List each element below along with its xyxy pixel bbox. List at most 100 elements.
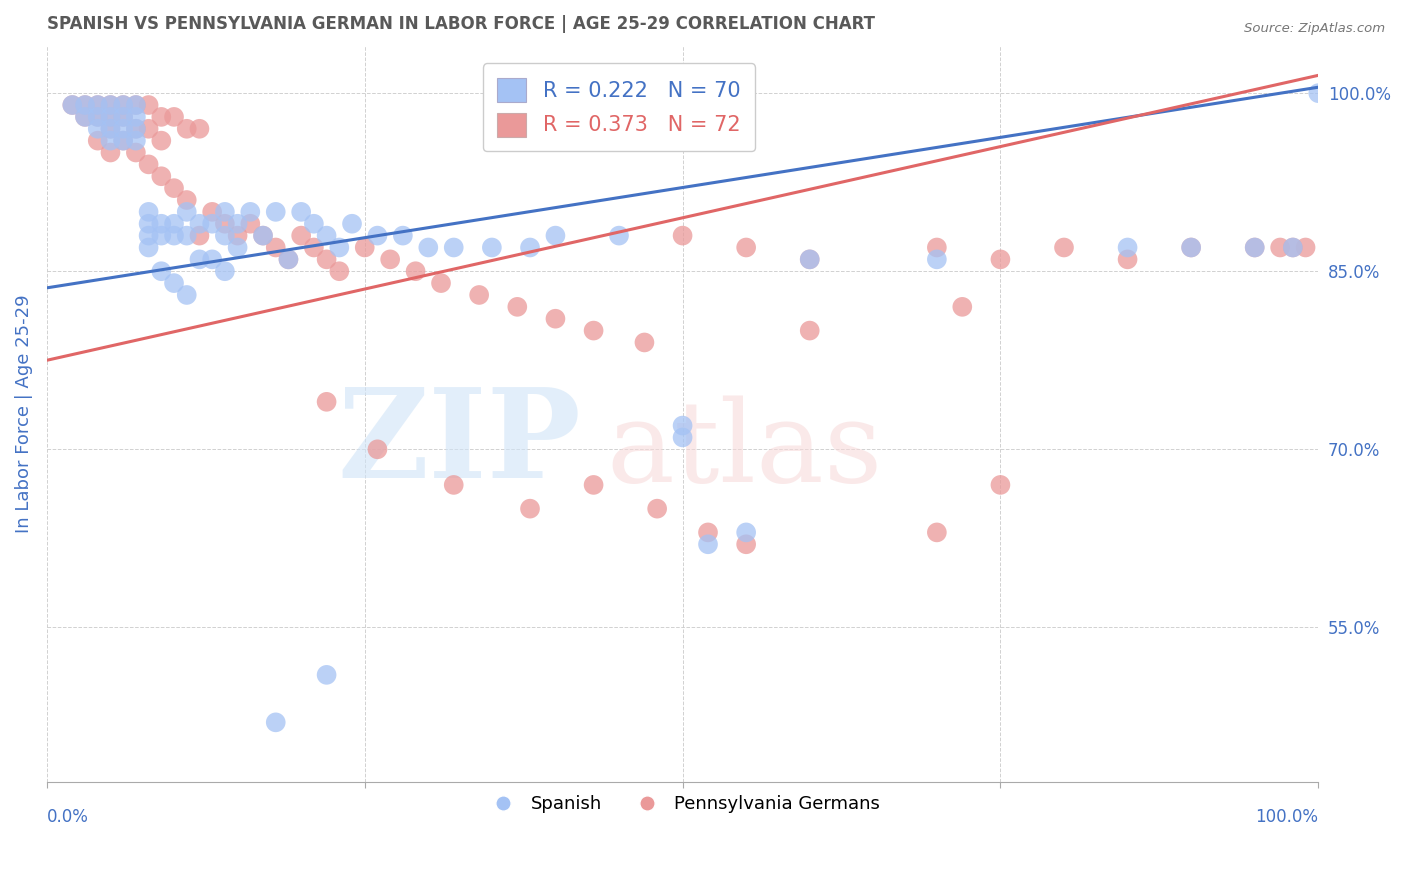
Pennsylvania Germans [252,228,274,243]
Pennsylvania Germans [443,478,465,492]
Pennsylvania Germans [799,252,821,267]
Spanish [176,288,198,302]
Spanish [214,228,236,243]
Pennsylvania Germans [150,169,173,184]
Pennsylvania Germans [735,537,758,551]
Pennsylvania Germans [176,121,198,136]
Spanish [328,240,350,254]
Spanish [1116,240,1139,254]
Spanish [252,228,274,243]
Pennsylvania Germans [290,228,312,243]
Spanish [112,121,135,136]
Text: SPANISH VS PENNSYLVANIA GERMAN IN LABOR FORCE | AGE 25-29 CORRELATION CHART: SPANISH VS PENNSYLVANIA GERMAN IN LABOR … [46,15,875,33]
Spanish [87,121,110,136]
Text: atlas: atlas [606,395,883,506]
Spanish [519,240,541,254]
Spanish [87,98,110,112]
Spanish [214,264,236,278]
Pennsylvania Germans [302,240,325,254]
Spanish [799,252,821,267]
Pennsylvania Germans [925,525,948,540]
Pennsylvania Germans [188,228,211,243]
Spanish [112,110,135,124]
Pennsylvania Germans [671,228,693,243]
Pennsylvania Germans [582,478,605,492]
Pennsylvania Germans [176,193,198,207]
Spanish [392,228,415,243]
Legend: Spanish, Pennsylvania Germans: Spanish, Pennsylvania Germans [478,788,887,821]
Pennsylvania Germans [112,110,135,124]
Pennsylvania Germans [1243,240,1265,254]
Pennsylvania Germans [519,501,541,516]
Spanish [125,121,148,136]
Pennsylvania Germans [150,134,173,148]
Pennsylvania Germans [735,240,758,254]
Spanish [607,228,630,243]
Pennsylvania Germans [799,324,821,338]
Spanish [544,228,567,243]
Pennsylvania Germans [990,252,1012,267]
Pennsylvania Germans [138,98,160,112]
Spanish [138,240,160,254]
Pennsylvania Germans [188,121,211,136]
Pennsylvania Germans [264,240,287,254]
Pennsylvania Germans [925,240,948,254]
Pennsylvania Germans [100,145,122,160]
Pennsylvania Germans [697,525,720,540]
Pennsylvania Germans [405,264,427,278]
Pennsylvania Germans [150,110,173,124]
Spanish [481,240,503,254]
Spanish [138,217,160,231]
Pennsylvania Germans [100,110,122,124]
Pennsylvania Germans [87,98,110,112]
Pennsylvania Germans [328,264,350,278]
Pennsylvania Germans [315,394,337,409]
Spanish [366,228,388,243]
Pennsylvania Germans [366,442,388,457]
Spanish [188,252,211,267]
Pennsylvania Germans [645,501,668,516]
Spanish [239,205,262,219]
Spanish [214,205,236,219]
Pennsylvania Germans [468,288,491,302]
Spanish [290,205,312,219]
Pennsylvania Germans [239,217,262,231]
Pennsylvania Germans [112,98,135,112]
Spanish [315,228,337,243]
Pennsylvania Germans [633,335,655,350]
Spanish [100,98,122,112]
Spanish [201,252,224,267]
Spanish [150,228,173,243]
Spanish [264,715,287,730]
Pennsylvania Germans [990,478,1012,492]
Pennsylvania Germans [138,121,160,136]
Spanish [226,240,249,254]
Spanish [112,98,135,112]
Pennsylvania Germans [201,205,224,219]
Spanish [302,217,325,231]
Spanish [735,525,758,540]
Text: Source: ZipAtlas.com: Source: ZipAtlas.com [1244,22,1385,36]
Spanish [125,110,148,124]
Text: ZIP: ZIP [337,383,581,504]
Spanish [226,217,249,231]
Pennsylvania Germans [1116,252,1139,267]
Pennsylvania Germans [112,134,135,148]
Spanish [60,98,83,112]
Pennsylvania Germans [582,324,605,338]
Pennsylvania Germans [1180,240,1202,254]
Spanish [100,134,122,148]
Pennsylvania Germans [378,252,401,267]
Text: 0.0%: 0.0% [46,808,89,826]
Pennsylvania Germans [1295,240,1317,254]
Pennsylvania Germans [138,157,160,171]
Pennsylvania Germans [163,110,186,124]
Spanish [277,252,299,267]
Spanish [125,134,148,148]
Spanish [264,205,287,219]
Pennsylvania Germans [430,276,453,290]
Spanish [925,252,948,267]
Spanish [697,537,720,551]
Spanish [418,240,440,254]
Pennsylvania Germans [100,98,122,112]
